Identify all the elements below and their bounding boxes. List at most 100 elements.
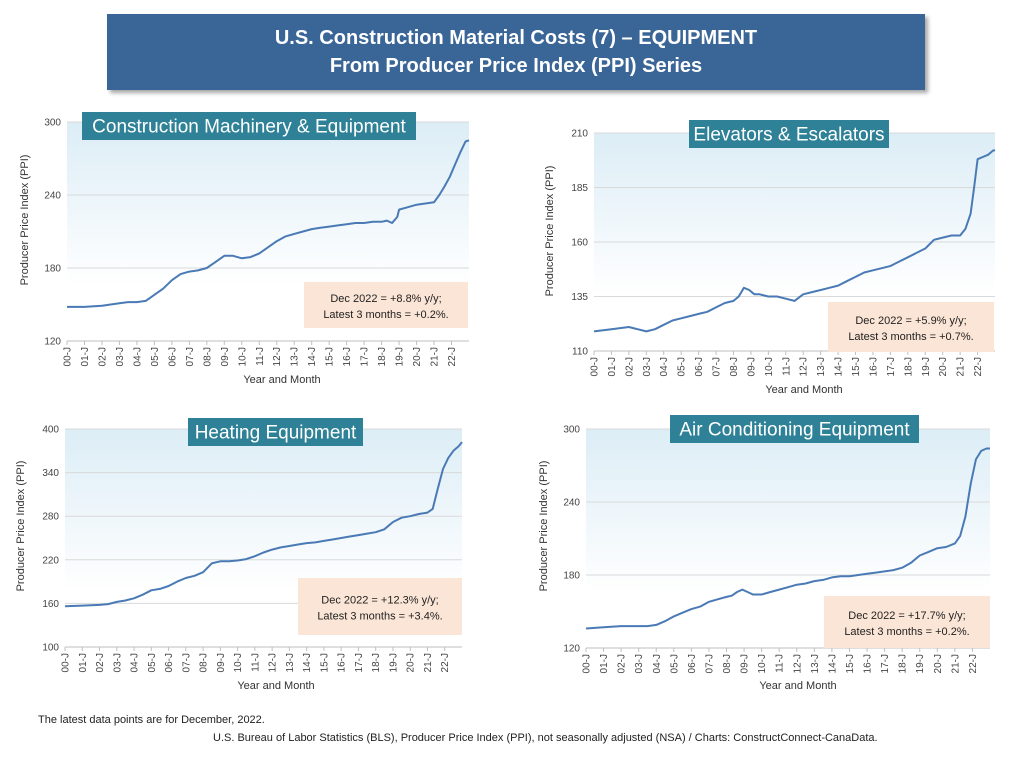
x-tick-label: 12-J: [272, 347, 283, 366]
x-tick-label: 08-J: [199, 653, 210, 672]
source-note: U.S. Bureau of Labor Statistics (BLS), P…: [213, 732, 878, 744]
annotation-box: [304, 282, 468, 328]
x-tick-label: 20-J: [938, 357, 949, 376]
x-tick-label: 18-J: [377, 347, 388, 366]
x-tick-label: 05-J: [677, 357, 688, 376]
latest-data-note: The latest data points are for December,…: [38, 714, 265, 726]
x-tick-label: 05-J: [669, 654, 680, 673]
annotation-line-1: Dec 2022 = +17.7% y/y;: [848, 610, 965, 622]
x-tick-label: 05-J: [147, 653, 158, 672]
x-tick-label: 11-J: [775, 654, 786, 673]
x-tick-label: 18-J: [903, 357, 914, 376]
x-tick-label: 02-J: [95, 653, 106, 672]
y-tick-label: 300: [563, 425, 580, 436]
x-tick-label: 15-J: [851, 357, 862, 376]
annotation-line-2: Latest 3 months = +0.2%.: [323, 309, 448, 321]
annotation-line-1: Dec 2022 = +5.9% y/y;: [855, 315, 966, 327]
x-tick-label: 17-J: [360, 347, 371, 366]
x-tick-label: 14-J: [827, 654, 838, 673]
x-tick-label: 07-J: [712, 357, 723, 376]
y-tick-label: 110: [572, 347, 588, 358]
x-tick-label: 19-J: [395, 347, 406, 366]
chart-title: Air Conditioning Equipment: [679, 420, 910, 441]
x-tick-label: 05-J: [150, 347, 161, 366]
x-tick-label: 00-J: [582, 654, 593, 673]
chart-title: Elevators & Escalators: [693, 125, 884, 146]
x-tick-label: 10-J: [757, 654, 768, 673]
x-tick-label: 09-J: [220, 347, 231, 366]
ppi-series-line: [64, 441, 463, 608]
y-tick-label: 280: [42, 512, 59, 523]
y-tick-label: 220: [42, 555, 59, 566]
x-tick-label: 14-J: [834, 357, 845, 376]
x-tick-label: 04-J: [130, 653, 141, 672]
x-tick-label: 18-J: [371, 653, 382, 672]
y-tick-label: 135: [571, 292, 588, 303]
x-tick-label: 22-J: [968, 654, 979, 673]
x-tick-label: 17-J: [886, 357, 897, 376]
x-tick-label: 10-J: [237, 347, 248, 366]
ppi-series-line: [585, 447, 990, 630]
x-tick-label: 19-J: [915, 654, 926, 673]
annotation-box: [298, 578, 462, 635]
x-tick-label: 11-J: [781, 357, 792, 376]
annotation-box: [828, 302, 994, 352]
y-tick-label: 100: [42, 643, 59, 654]
chart-title-box: [82, 112, 416, 140]
x-tick-label: 09-J: [216, 653, 227, 672]
x-tick-label: 20-J: [412, 347, 423, 366]
annotation-box: [824, 596, 990, 648]
x-tick-label: 18-J: [898, 654, 909, 673]
x-tick-label: 06-J: [694, 357, 705, 376]
y-tick-label: 120: [563, 644, 580, 655]
x-tick-label: 15-J: [325, 347, 336, 366]
x-tick-label: 01-J: [599, 654, 610, 673]
page-title: U.S. Construction Material Costs (7) – E…: [274, 27, 758, 49]
x-tick-label: 00-J: [61, 653, 72, 672]
title-banner: U.S. Construction Material Costs (7) – E…: [107, 14, 925, 90]
x-tick-label: 13-J: [816, 357, 827, 376]
x-tick-label: 07-J: [185, 347, 196, 366]
x-tick-label: 20-J: [933, 654, 944, 673]
x-tick-label: 01-J: [607, 357, 618, 376]
x-tick-label: 07-J: [181, 653, 192, 672]
x-tick-label: 03-J: [634, 654, 645, 673]
x-tick-label: 21-J: [956, 357, 967, 376]
x-tick-label: 14-J: [302, 653, 313, 672]
x-tick-label: 12-J: [799, 357, 810, 376]
annotation-line-1: Dec 2022 = +8.8% y/y;: [330, 293, 441, 305]
x-tick-label: 22-J: [973, 357, 984, 376]
ppi-series-line: [67, 139, 470, 308]
chart-3: 100 160 220 280 340 400 00-J 01-J 02-J 03-J 04-J 05…: [15, 418, 463, 692]
y-tick-label: 340: [42, 468, 59, 479]
x-tick-label: 15-J: [319, 653, 330, 672]
x-tick-label: 02-J: [97, 347, 108, 366]
x-tick-label: 04-J: [652, 654, 663, 673]
x-tick-label: 11-J: [255, 347, 266, 366]
x-tick-label: 01-J: [78, 653, 89, 672]
y-tick-label: 120: [44, 337, 61, 348]
x-tick-label: 06-J: [687, 654, 698, 673]
x-tick-label: 22-J: [440, 653, 451, 672]
x-tick-label: 13-J: [285, 653, 296, 672]
y-tick-label: 180: [563, 571, 580, 582]
chart-title-box: [689, 120, 889, 148]
y-tick-label: 180: [44, 264, 61, 275]
x-tick-label: 22-J: [447, 347, 458, 366]
x-tick-label: 03-J: [112, 653, 123, 672]
x-tick-label: 19-J: [921, 357, 932, 376]
x-tick-label: 16-J: [342, 347, 353, 366]
x-axis-title: Year and Month: [765, 384, 842, 396]
x-tick-label: 09-J: [740, 654, 751, 673]
x-tick-label: 21-J: [950, 654, 961, 673]
x-tick-label: 06-J: [167, 347, 178, 366]
x-tick-label: 19-J: [388, 653, 399, 672]
chart-title: Construction Machinery & Equipment: [92, 117, 406, 138]
y-tick-label: 185: [571, 183, 588, 194]
x-tick-label: 11-J: [250, 653, 261, 672]
x-axis-title: Year and Month: [243, 374, 320, 386]
chart-4: 120 180 240 300 00-J 01-J 02-J 03-J 04-J 05-J 06-J…: [538, 415, 990, 692]
ppi-series-line: [593, 149, 995, 333]
annotation-line-2: Latest 3 months = +0.7%.: [848, 331, 973, 343]
